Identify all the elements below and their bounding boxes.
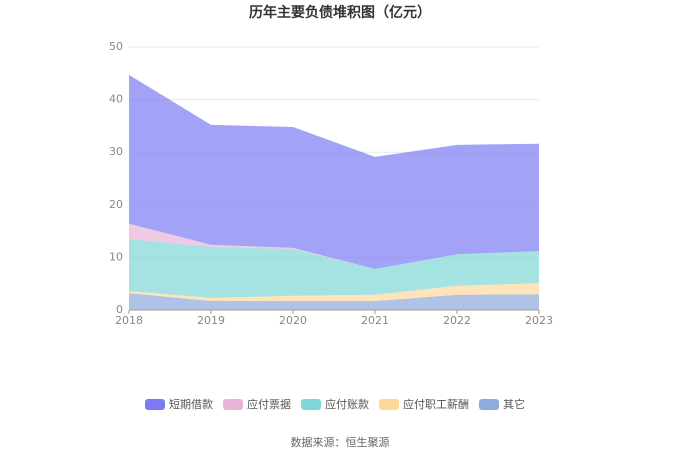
y-tick-label: 20 <box>109 198 123 211</box>
legend-label: 应付票据 <box>247 397 291 411</box>
x-tick-label: 2022 <box>443 314 471 327</box>
area <box>129 293 539 310</box>
legend-swatch <box>479 399 499 410</box>
x-tick-label: 2019 <box>197 314 225 327</box>
legend-label: 应付职工薪酬 <box>403 397 469 411</box>
legend-swatch <box>301 399 321 410</box>
area <box>129 238 539 298</box>
y-tick-label: 40 <box>109 93 123 106</box>
y-tick-label: 50 <box>109 40 123 53</box>
y-tick-label: 0 <box>116 303 123 316</box>
legend-swatch <box>145 399 165 410</box>
area <box>129 223 539 269</box>
legend-label: 其它 <box>503 397 525 411</box>
source: 数据来源：恒生聚源 <box>291 435 390 449</box>
y-tick-label: 30 <box>109 145 123 158</box>
chart-title: 历年主要负债堆积图（亿元） <box>249 4 431 21</box>
area <box>129 74 539 269</box>
x-tick-label: 2018 <box>115 314 143 327</box>
legend-swatch <box>223 399 243 410</box>
x-tick-label: 2023 <box>525 314 553 327</box>
y-tick-label: 10 <box>109 250 123 263</box>
legend: 短期借款 应付票据 应付账款 应付职工薪酬 其它 <box>145 397 525 411</box>
legend-label: 应付账款 <box>325 397 369 411</box>
area <box>129 283 539 302</box>
x-tick-label: 2020 <box>279 314 307 327</box>
legend-swatch <box>379 399 399 410</box>
x-tick-label: 2021 <box>361 314 389 327</box>
legend-label: 短期借款 <box>169 397 213 411</box>
